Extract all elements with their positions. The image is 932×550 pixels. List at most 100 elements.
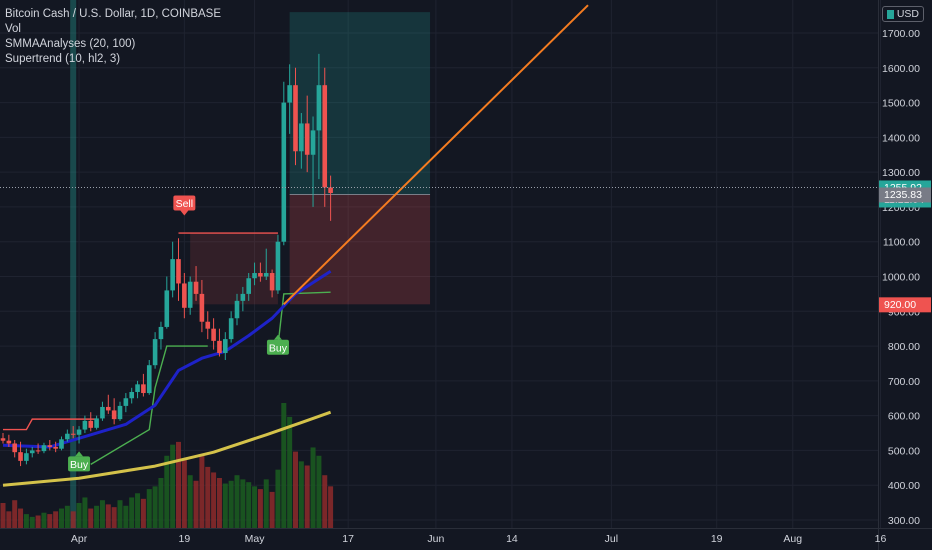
volume-bar [298, 461, 304, 528]
stop-price-tag: 920.00 [879, 297, 931, 313]
volume-bar [222, 483, 228, 528]
volume-bar [181, 458, 187, 528]
candle-body [94, 418, 99, 428]
badge-label: Buy [70, 459, 89, 471]
candle [182, 273, 187, 319]
candle-body [258, 273, 263, 277]
y-tick-label: 600.00 [888, 411, 920, 423]
candle [24, 448, 29, 465]
volume-bar [82, 497, 88, 528]
volume-bar [287, 416, 293, 528]
candle-body [129, 391, 134, 399]
volume-bar [41, 512, 47, 528]
x-tick-label: Apr [71, 533, 88, 545]
candle [293, 67, 298, 166]
volume-bar [275, 469, 281, 528]
candle [304, 95, 310, 173]
candle [129, 387, 134, 404]
position-stop-zone [289, 194, 431, 305]
buy-signal-badge[interactable]: Buy [68, 451, 91, 472]
volume-bar [199, 455, 205, 528]
candle-body [176, 259, 181, 284]
volume-bar [269, 491, 275, 528]
volume-bar [64, 505, 70, 528]
candle-body [246, 278, 251, 294]
candle-body [182, 283, 187, 308]
candle [82, 415, 88, 434]
candle-body [82, 420, 88, 430]
volume-bar [246, 482, 252, 528]
candle-body [187, 281, 193, 308]
currency-button[interactable]: USD [881, 6, 924, 22]
candle-body [193, 281, 199, 294]
candle-body [263, 273, 269, 277]
candle [152, 332, 158, 369]
volume-bar [310, 447, 316, 528]
candle-body [100, 406, 105, 419]
candle [205, 311, 211, 340]
volume-bar [281, 403, 287, 528]
square-icon [886, 9, 894, 19]
candle [106, 394, 111, 414]
candle-body [0, 438, 6, 441]
volume-bars [0, 403, 334, 528]
y-tick-label: 1700.00 [882, 28, 920, 40]
volume-bar [135, 493, 141, 528]
candle-body [35, 450, 41, 452]
candle [100, 401, 105, 421]
volume-bar [293, 451, 298, 528]
volume-bar [6, 511, 12, 528]
volume-bar [164, 455, 170, 528]
candle-body [170, 259, 175, 291]
candle-body [123, 398, 129, 406]
candle [234, 293, 240, 326]
volume-bar [304, 465, 310, 528]
highlight-band [70, 0, 77, 528]
candle-body [211, 328, 216, 341]
stop-price-tag-text: 920.00 [884, 299, 916, 311]
x-tick-label: 19 [711, 533, 723, 545]
badge-box [173, 195, 196, 211]
candle [187, 276, 193, 315]
x-tick-label: Jul [605, 533, 618, 545]
volume-bar [129, 497, 135, 528]
candle-body [146, 365, 152, 394]
volume-bar [322, 475, 328, 528]
candle [111, 398, 117, 425]
candle-body [117, 405, 123, 420]
volume-bar [328, 486, 334, 528]
volume-bar [140, 498, 146, 528]
volume-bar [18, 508, 24, 528]
candle [223, 332, 228, 360]
candle [18, 441, 23, 467]
y-tick-label: 400.00 [888, 480, 920, 492]
y-tick-label: 800.00 [888, 341, 920, 353]
candle-body [41, 445, 47, 452]
buy-signal-badge[interactable]: Buy [266, 334, 289, 355]
volume-bar [0, 503, 6, 528]
volume-bar [105, 504, 111, 528]
x-axis-ticks: Apr 19 May 17 Jun 14 Jul 19 Aug 16 [71, 533, 887, 545]
candle-body [76, 429, 82, 435]
y-tick-label: 1100.00 [883, 237, 920, 249]
candle-body [111, 410, 117, 420]
candle [135, 380, 140, 399]
sell-signal-badge[interactable]: Sell [173, 195, 196, 216]
candle-body [205, 321, 211, 329]
volume-bar [70, 511, 76, 528]
volume-bar [240, 479, 246, 528]
candle [269, 269, 275, 298]
candle [281, 81, 287, 246]
candle [252, 262, 257, 286]
candle [76, 426, 82, 444]
smma-slow-line [2, 410, 332, 487]
badge-box [68, 456, 91, 472]
candle-body [141, 384, 146, 394]
candle-body [12, 443, 17, 453]
candle [53, 441, 58, 453]
candle-body [299, 123, 304, 152]
volume-bar [316, 455, 322, 528]
volume-bar [252, 486, 258, 528]
sell-zone [190, 233, 278, 305]
